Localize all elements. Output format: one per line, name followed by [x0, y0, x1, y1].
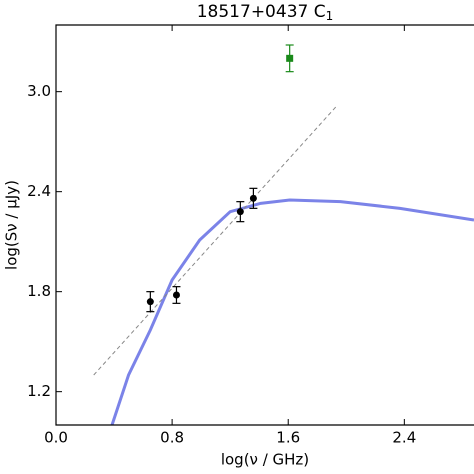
point — [249, 194, 257, 202]
title-subscript: 1 — [326, 9, 334, 23]
x-tick-label: 0.8 — [160, 429, 184, 447]
point — [236, 208, 244, 216]
x-tick-label: 1.6 — [276, 429, 300, 447]
axes-frame — [55, 24, 474, 426]
y-tick-label: 1.8 — [27, 282, 51, 300]
series-line — [93, 104, 338, 376]
point — [286, 54, 294, 62]
plot-area — [93, 44, 474, 425]
x-axis-label: log(ν / GHz) — [221, 451, 309, 469]
point — [172, 291, 180, 299]
title-main: 18517+0437 C — [197, 2, 326, 22]
point — [146, 298, 154, 306]
series-line — [110, 198, 474, 425]
chart-title: 18517+0437 C1 — [197, 2, 334, 23]
y-axis-label: log(Sν / μJy) — [3, 180, 21, 270]
x-tick-label: 2.4 — [392, 429, 416, 447]
y-tick-label: 3.0 — [27, 82, 51, 100]
y-tick-label: 2.4 — [27, 182, 51, 200]
x-tick-label: 0.0 — [44, 429, 68, 447]
y-tick-label: 1.2 — [27, 382, 51, 400]
